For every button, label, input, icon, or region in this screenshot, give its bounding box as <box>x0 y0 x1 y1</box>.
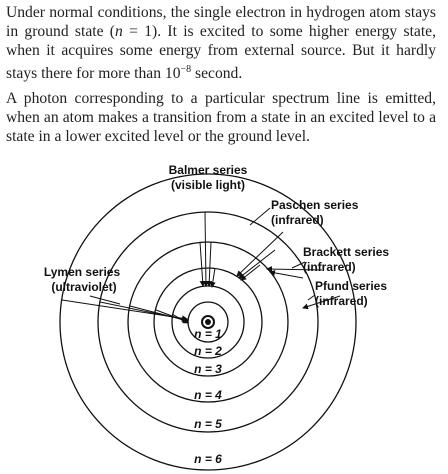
series-range: (visible light) <box>171 178 245 192</box>
level-label: n = 1 <box>194 327 222 341</box>
text: = 1). It is excited to some higher energ… <box>6 23 436 83</box>
series-name: Brackett series <box>303 245 389 259</box>
level-label: n = 5 <box>194 417 222 431</box>
series-range: (infrared) <box>271 213 324 227</box>
text: −8 <box>180 64 192 75</box>
series-name: Balmer series <box>169 163 248 177</box>
series-range: (infrared) <box>315 294 368 308</box>
text: Under normal conditions, the single elec… <box>6 4 436 40</box>
series-name: Lymen series <box>44 265 121 279</box>
text: second. <box>191 65 243 83</box>
level-label: n = 6 <box>194 452 222 466</box>
transitions <box>61 211 341 324</box>
orbits <box>59 173 357 471</box>
series-range: (infrared) <box>303 260 356 274</box>
text: n <box>115 23 123 40</box>
text: A photon corresponding to a particular s… <box>6 90 436 145</box>
level-label: n = 2 <box>194 344 222 358</box>
paragraph: Under normal conditions, the single elec… <box>6 3 436 83</box>
level-label: n = 3 <box>194 362 222 376</box>
series-range: (ultraviolet) <box>51 280 116 294</box>
label-pointers <box>89 207 316 305</box>
series-name: Paschen series <box>271 198 359 212</box>
level-label: n = 4 <box>194 388 222 402</box>
paragraph: A photon corresponding to a particular s… <box>6 89 436 146</box>
series-name: Pfund series <box>315 279 387 293</box>
nucleus <box>205 319 211 325</box>
